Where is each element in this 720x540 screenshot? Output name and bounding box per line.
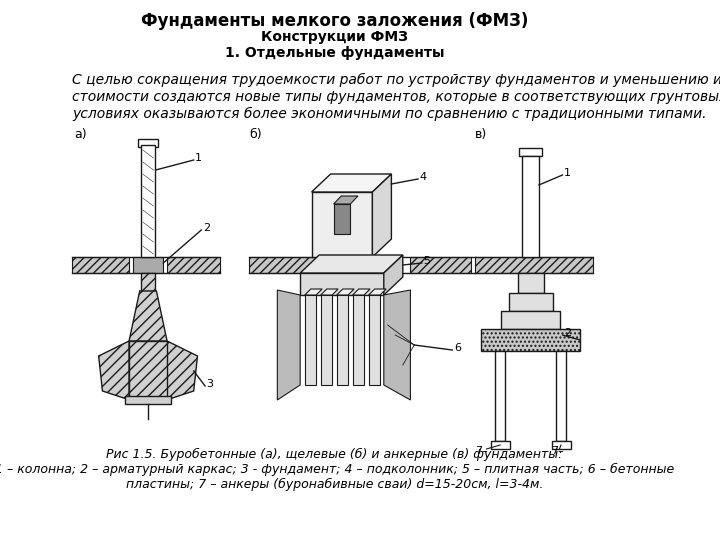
Bar bbox=[141, 145, 155, 257]
Bar bbox=[353, 295, 364, 385]
Bar bbox=[491, 441, 510, 449]
Text: Конструкции ФМЗ: Конструкции ФМЗ bbox=[261, 30, 408, 44]
Text: 6: 6 bbox=[454, 343, 461, 353]
Bar bbox=[249, 257, 325, 273]
Bar bbox=[125, 396, 171, 404]
Text: 2: 2 bbox=[203, 223, 210, 233]
Text: 5: 5 bbox=[423, 256, 431, 266]
Text: 1: 1 bbox=[195, 153, 202, 163]
Text: 3: 3 bbox=[207, 379, 214, 389]
Text: 1: 1 bbox=[564, 168, 571, 178]
Bar bbox=[495, 351, 505, 441]
Text: в): в) bbox=[475, 128, 487, 141]
Text: 7–: 7– bbox=[551, 446, 564, 456]
Text: б): б) bbox=[249, 128, 262, 141]
Polygon shape bbox=[300, 255, 402, 273]
Bar bbox=[552, 441, 571, 449]
Bar bbox=[518, 273, 544, 293]
Polygon shape bbox=[372, 174, 392, 257]
Bar bbox=[138, 139, 158, 147]
Bar bbox=[556, 351, 567, 441]
Polygon shape bbox=[277, 290, 300, 400]
Bar bbox=[501, 311, 560, 329]
Polygon shape bbox=[305, 289, 323, 295]
Bar bbox=[320, 295, 332, 385]
Polygon shape bbox=[333, 196, 358, 204]
Bar bbox=[312, 192, 372, 257]
Bar bbox=[522, 156, 539, 257]
Polygon shape bbox=[353, 289, 370, 295]
Bar bbox=[305, 295, 316, 385]
Bar bbox=[337, 295, 348, 385]
Polygon shape bbox=[384, 290, 410, 400]
Polygon shape bbox=[163, 341, 197, 401]
Bar bbox=[141, 273, 155, 291]
Bar bbox=[508, 293, 553, 311]
Polygon shape bbox=[337, 289, 354, 295]
Bar bbox=[475, 257, 593, 273]
Text: условиях оказываются более экономичными по сравнению с традиционными типами.: условиях оказываются более экономичными … bbox=[72, 107, 706, 121]
Text: стоимости создаются новые типы фундаментов, которые в соответствующих грунтовых: стоимости создаются новые типы фундамент… bbox=[72, 90, 720, 104]
Text: Фундаменты мелкого заложения (ФМЗ): Фундаменты мелкого заложения (ФМЗ) bbox=[140, 12, 528, 30]
Text: 1 – колонна; 2 – арматурный каркас; 3 - фундамент; 4 – подколонник; 5 – плитная : 1 – колонна; 2 – арматурный каркас; 3 - … bbox=[0, 463, 674, 476]
Bar bbox=[333, 204, 351, 234]
Polygon shape bbox=[99, 341, 133, 401]
Polygon shape bbox=[129, 291, 167, 341]
Bar bbox=[519, 148, 542, 156]
Bar bbox=[481, 329, 580, 351]
Bar bbox=[369, 295, 380, 385]
Polygon shape bbox=[384, 255, 402, 295]
Polygon shape bbox=[369, 289, 386, 295]
Bar bbox=[167, 257, 220, 273]
Text: 2: 2 bbox=[564, 328, 571, 338]
Bar bbox=[410, 257, 472, 273]
Polygon shape bbox=[312, 174, 392, 192]
Text: 7–: 7– bbox=[475, 446, 488, 456]
Polygon shape bbox=[320, 289, 338, 295]
Text: 1. Отдельные фундаменты: 1. Отдельные фундаменты bbox=[225, 46, 444, 60]
Text: 4: 4 bbox=[420, 172, 427, 182]
Bar bbox=[72, 257, 129, 273]
Text: пластины; 7 – анкеры (буронабивные сваи) d=15-20см, l=3-4м.: пластины; 7 – анкеры (буронабивные сваи)… bbox=[126, 478, 543, 491]
Bar bbox=[133, 257, 163, 273]
Text: а): а) bbox=[74, 128, 87, 141]
Text: С целью сокращения трудоемкости работ по устройству фундаментов и уменьшению их: С целью сокращения трудоемкости работ по… bbox=[72, 73, 720, 87]
Bar bbox=[300, 273, 384, 295]
Text: Рис 1.5. Буробетонные (а), щелевые (б) и анкерные (в) фундаменты:: Рис 1.5. Буробетонные (а), щелевые (б) и… bbox=[106, 448, 562, 461]
Bar bbox=[129, 341, 167, 401]
